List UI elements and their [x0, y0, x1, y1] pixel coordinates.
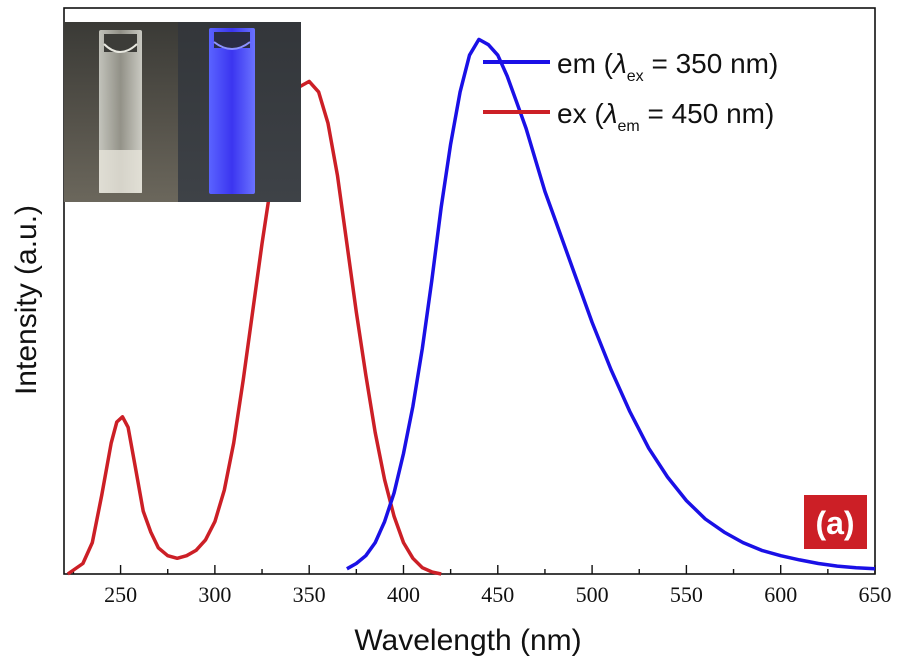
x-tick-label: 450 [481, 582, 514, 607]
legend-label-em: em (λex = 350 nm) [557, 48, 778, 85]
plot-frame [63, 7, 876, 575]
emission-curve [346, 37, 876, 571]
legend-item-em: em (λex = 350 nm) [483, 48, 778, 85]
panel-label: (a) [815, 505, 854, 541]
legend: em (λex = 350 nm) ex (λem = 450 nm) [483, 48, 778, 135]
x-tick-label: 250 [104, 582, 137, 607]
legend-label-ex: ex (λem = 450 nm) [557, 98, 774, 135]
curves [66, 37, 876, 576]
inset-photo [64, 22, 301, 202]
x-tick-label: 550 [670, 582, 703, 607]
x-tick-label: 300 [198, 582, 231, 607]
x-tick-label: 600 [764, 582, 797, 607]
excitation-curve [66, 79, 442, 576]
x-tick-label: 350 [293, 582, 326, 607]
x-axis-title: Wavelength (nm) [354, 624, 581, 657]
x-tick-label: 500 [576, 582, 609, 607]
cuvette-uv [209, 28, 255, 194]
x-tick-label: 650 [859, 582, 892, 607]
x-tick-label: 400 [387, 582, 420, 607]
cuvette-daylight [99, 30, 142, 193]
panel-label-background [804, 495, 867, 549]
x-axis-tick-labels: 250 300 350 400 450 500 550 600 650 [104, 582, 891, 607]
x-axis-ticks [72, 565, 876, 574]
y-axis-title: Intensity (a.u.) [10, 205, 43, 395]
legend-item-ex: ex (λem = 450 nm) [483, 98, 774, 135]
panel-label-badge: (a) [804, 495, 867, 549]
